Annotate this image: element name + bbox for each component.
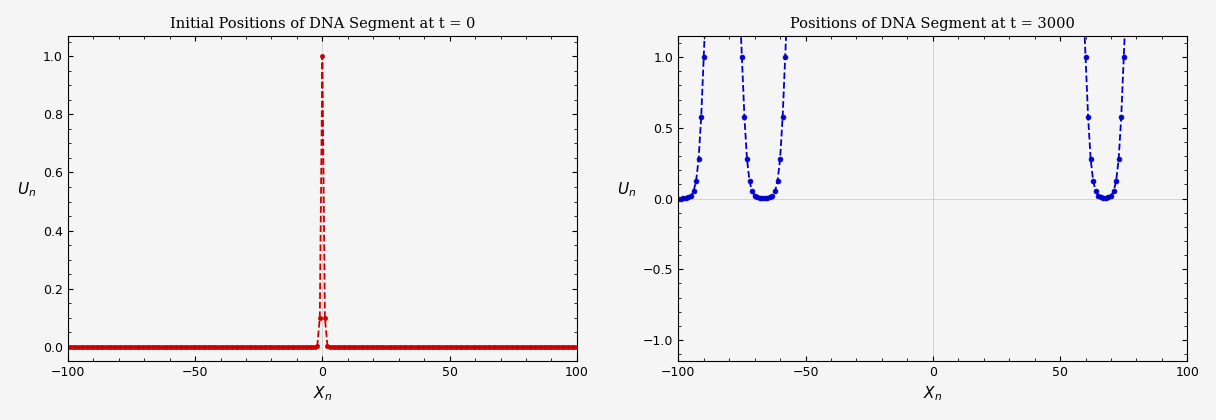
- Y-axis label: $U_n$: $U_n$: [17, 180, 35, 199]
- Title: Initial Positions of DNA Segment at t = 0: Initial Positions of DNA Segment at t = …: [170, 17, 475, 31]
- Title: Positions of DNA Segment at t = 3000: Positions of DNA Segment at t = 3000: [790, 17, 1075, 31]
- Y-axis label: $U_n$: $U_n$: [617, 180, 636, 199]
- X-axis label: $X_n$: $X_n$: [313, 385, 332, 403]
- X-axis label: $X_n$: $X_n$: [923, 385, 942, 403]
